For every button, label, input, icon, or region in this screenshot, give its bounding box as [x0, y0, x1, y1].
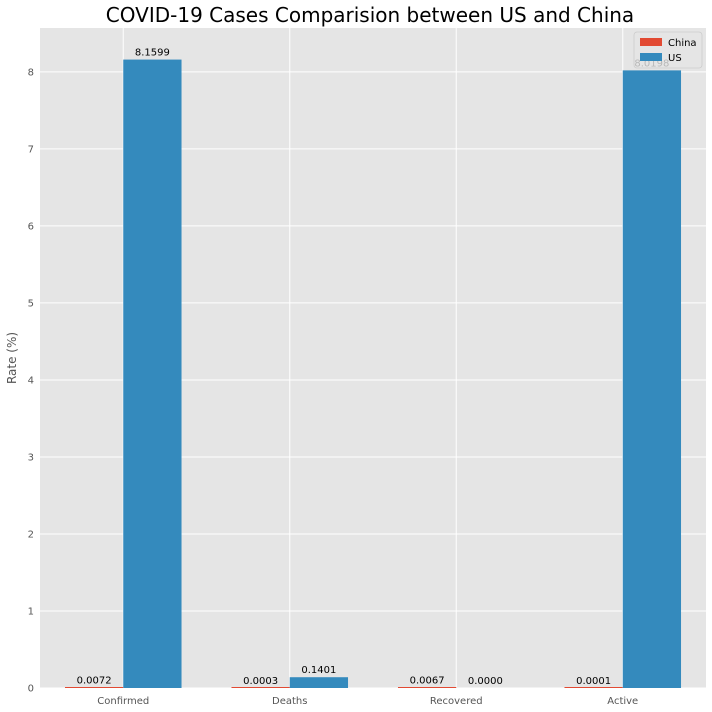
bar-china-deaths [231, 687, 290, 688]
y-tick-label: 2 [28, 529, 34, 540]
legend: China US [633, 31, 703, 69]
chart-title: COVID-19 Cases Comparision between US an… [106, 3, 634, 27]
y-tick-label: 6 [28, 221, 34, 232]
y-tick-label: 8 [28, 67, 34, 78]
x-tick-label: Deaths [272, 696, 307, 707]
x-tick-label: Confirmed [97, 696, 149, 707]
bar-china-active [564, 687, 623, 688]
x-tick-label: Active [607, 696, 638, 707]
bar-us-deaths [289, 677, 349, 688]
y-tick-label: 5 [28, 298, 34, 309]
legend-label-china: China [668, 38, 697, 49]
data-label: 0.0000 [468, 676, 503, 687]
y-tick-label: 7 [28, 144, 34, 155]
bar-china-recovered [397, 687, 457, 688]
data-label: 0.0072 [77, 675, 112, 686]
data-label: 0.0067 [410, 675, 445, 686]
legend-label-us: US [668, 53, 682, 64]
data-label: 0.1401 [301, 665, 336, 676]
x-tick-label: Recovered [430, 696, 483, 707]
y-tick-label: 4 [28, 375, 34, 386]
legend-swatch-us [640, 53, 662, 61]
y-tick-label: 0 [28, 684, 34, 695]
y-axis-label: Rate (%) [5, 332, 19, 384]
y-tick-label: 3 [28, 452, 34, 463]
legend-swatch-china [640, 38, 662, 46]
bar-china-confirmed [64, 687, 124, 688]
y-tick-labels: 0 1 2 3 4 5 6 7 8 [28, 67, 34, 694]
y-tick-label: 1 [28, 606, 34, 617]
x-tick-labels: Confirmed Deaths Recovered Active [97, 696, 638, 707]
data-label: 8.1599 [135, 48, 170, 59]
bars [64, 59, 682, 689]
bar-us-confirmed [123, 59, 182, 689]
data-label: 0.0001 [576, 676, 611, 687]
bar-us-active [622, 70, 682, 689]
data-label: 0.0003 [243, 676, 278, 687]
